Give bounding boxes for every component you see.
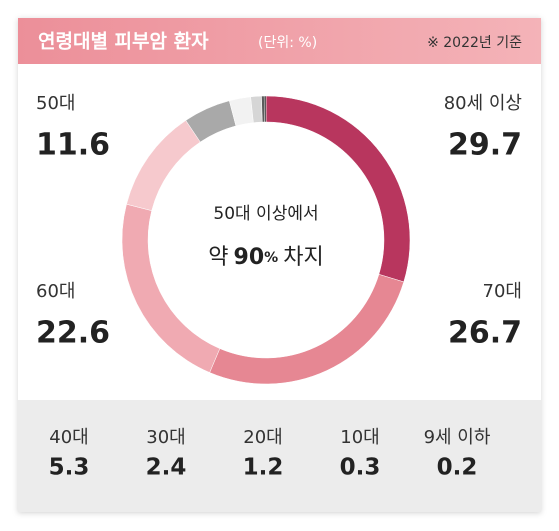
donut-segment [263,95,267,123]
category-label: 30대 [146,427,185,448]
header [18,18,541,64]
value-label: 2.4 [146,455,187,481]
category-label: 40대 [49,427,88,448]
category-label: 60대 [36,281,75,302]
note: ※ 2022년 기준 [427,35,522,51]
value-label: 29.7 [448,128,522,163]
value-label: 0.3 [340,455,381,481]
category-label: 9세 이하 [424,427,491,448]
value-label: 22.6 [36,316,110,351]
value-label: 5.3 [49,455,90,481]
center-prefix: 약 [208,245,228,270]
value-label: 0.2 [437,455,478,481]
center-highlight: 약 90% 차지 [208,245,324,270]
category-label: 10대 [340,427,379,448]
category-label: 20대 [243,427,282,448]
category-label: 70대 [483,281,522,302]
value-label: 26.7 [448,316,522,351]
footer-panel [18,400,541,512]
center-text: 50대 이상에서 [213,204,318,224]
chart-subtitle: (단위: %) [258,35,317,51]
chart-title: 연령대별 피부암 환자 [38,31,209,53]
category-label: 80세 이상 [444,93,522,114]
center-unit: % [264,250,278,266]
category-label: 50대 [36,93,75,114]
center-suffix: 차지 [283,245,323,270]
center-value: 90 [234,245,265,270]
value-label: 1.2 [243,455,284,481]
value-label: 11.6 [36,128,110,163]
